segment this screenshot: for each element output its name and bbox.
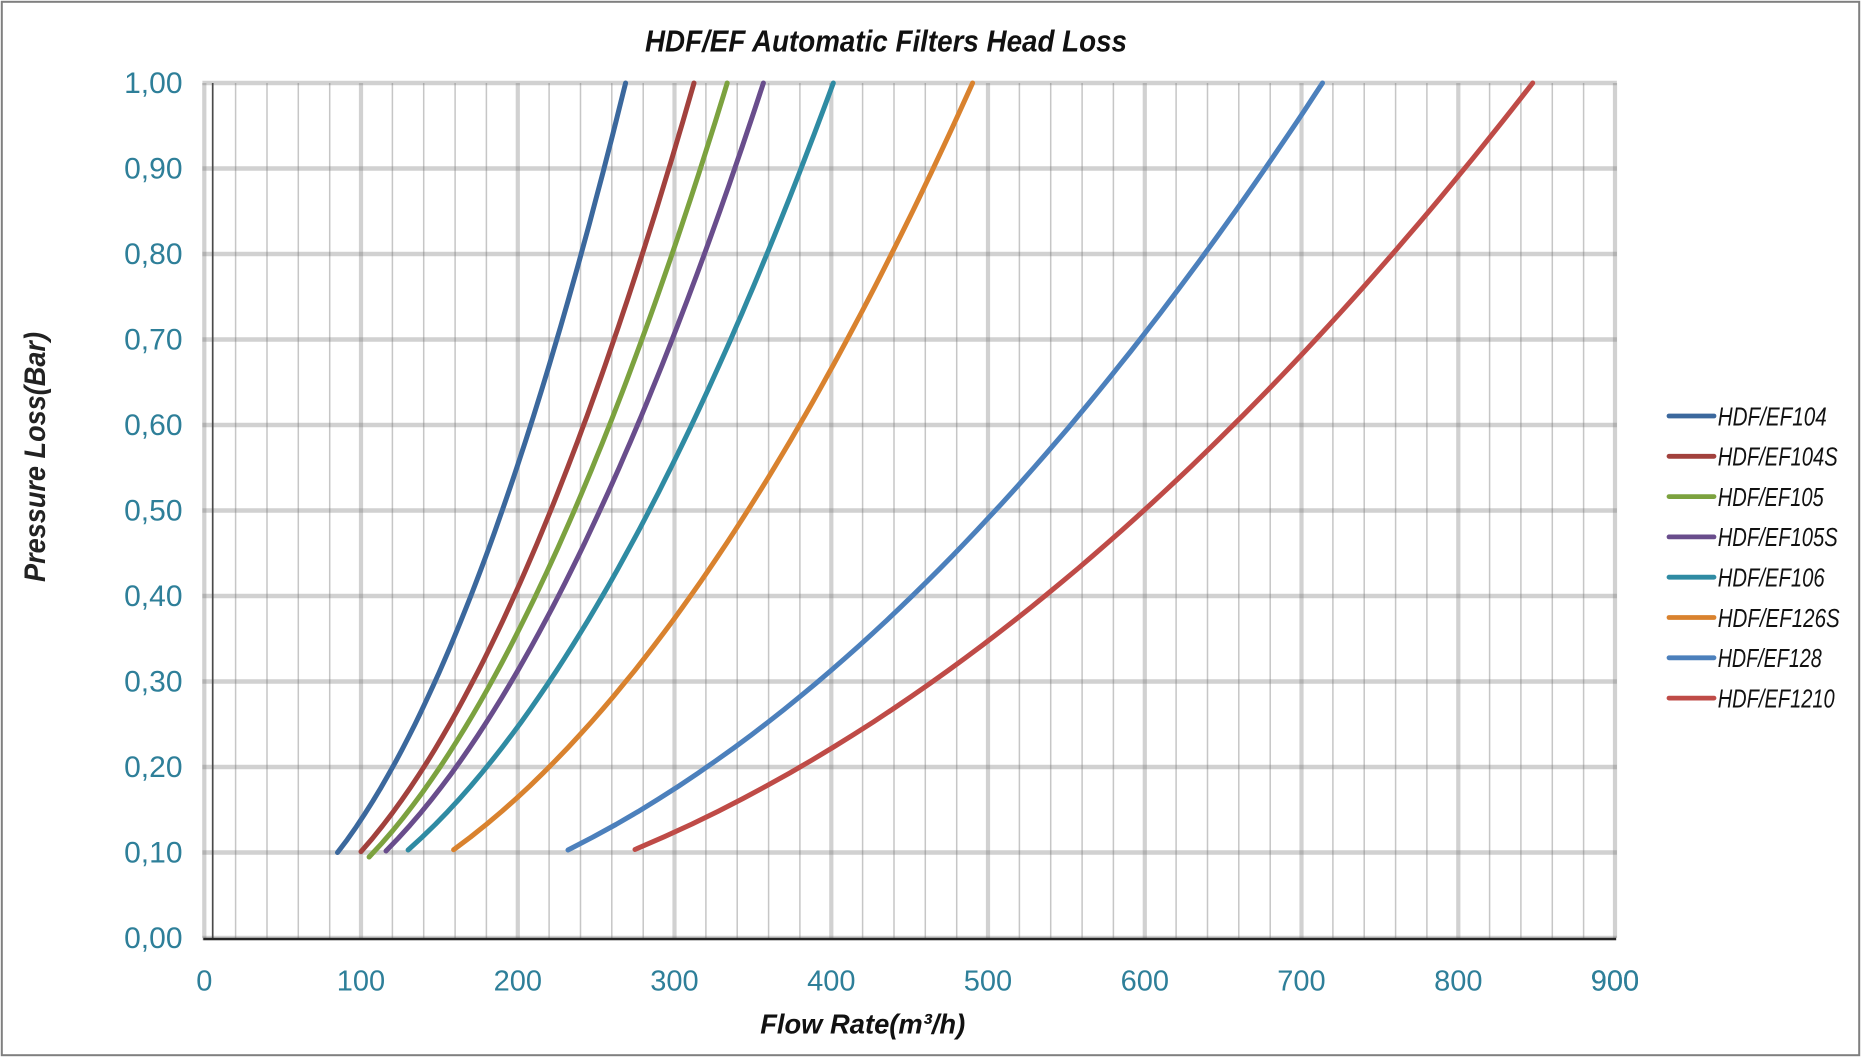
svg-text:200: 200	[494, 966, 542, 998]
svg-text:900: 900	[1591, 966, 1639, 998]
svg-text:0: 0	[196, 966, 212, 998]
svg-text:HDF/EF106: HDF/EF106	[1718, 563, 1825, 593]
svg-text:HDF/EF105: HDF/EF105	[1718, 482, 1824, 512]
svg-text:HDF/EF104: HDF/EF104	[1718, 401, 1827, 431]
svg-text:500: 500	[964, 966, 1012, 998]
svg-text:0,00: 0,00	[124, 922, 182, 955]
svg-text:0,60: 0,60	[124, 409, 182, 442]
svg-text:1,00: 1,00	[124, 67, 182, 100]
svg-text:Pressure Loss(Bar): Pressure Loss(Bar)	[19, 332, 52, 582]
svg-text:HDF/EF Automatic Filters Head: HDF/EF Automatic Filters Head Loss	[645, 24, 1127, 59]
svg-text:0,10: 0,10	[124, 837, 182, 870]
svg-text:0,30: 0,30	[124, 666, 182, 699]
svg-text:0,70: 0,70	[124, 324, 182, 357]
svg-text:0,50: 0,50	[124, 495, 182, 528]
svg-text:HDF/EF104S: HDF/EF104S	[1718, 442, 1839, 472]
svg-text:HDF/EF1210: HDF/EF1210	[1718, 683, 1835, 713]
svg-text:HDF/EF105S: HDF/EF105S	[1718, 522, 1839, 552]
svg-text:0,20: 0,20	[124, 751, 182, 784]
svg-text:Flow Rate(m³/h): Flow Rate(m³/h)	[760, 1009, 965, 1040]
svg-text:100: 100	[337, 966, 385, 998]
svg-text:0,80: 0,80	[124, 238, 182, 271]
svg-text:400: 400	[807, 966, 855, 998]
svg-text:HDF/EF126S: HDF/EF126S	[1718, 603, 1841, 633]
svg-text:700: 700	[1277, 966, 1325, 998]
svg-text:300: 300	[650, 966, 698, 998]
svg-text:0,90: 0,90	[124, 153, 182, 186]
svg-text:800: 800	[1434, 966, 1482, 998]
svg-text:900: 900	[1591, 966, 1639, 998]
svg-text:600: 600	[1121, 966, 1169, 998]
svg-text:HDF/EF128: HDF/EF128	[1718, 643, 1822, 673]
svg-text:0,40: 0,40	[124, 580, 182, 613]
